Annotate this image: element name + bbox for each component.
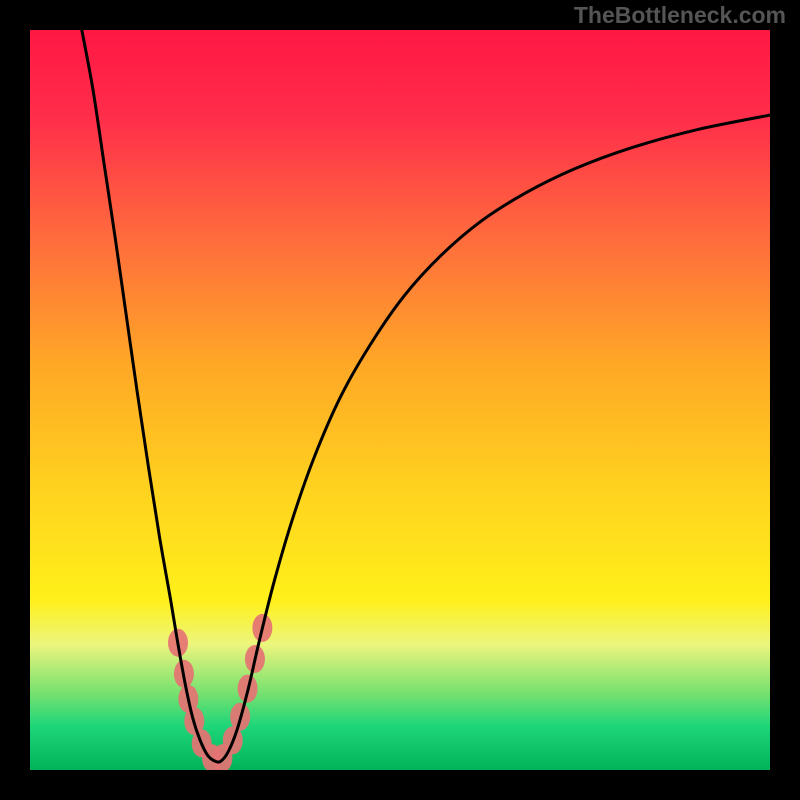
- chart-svg: [30, 30, 770, 770]
- watermark-text: TheBottleneck.com: [574, 2, 786, 29]
- chart-frame: [30, 30, 770, 770]
